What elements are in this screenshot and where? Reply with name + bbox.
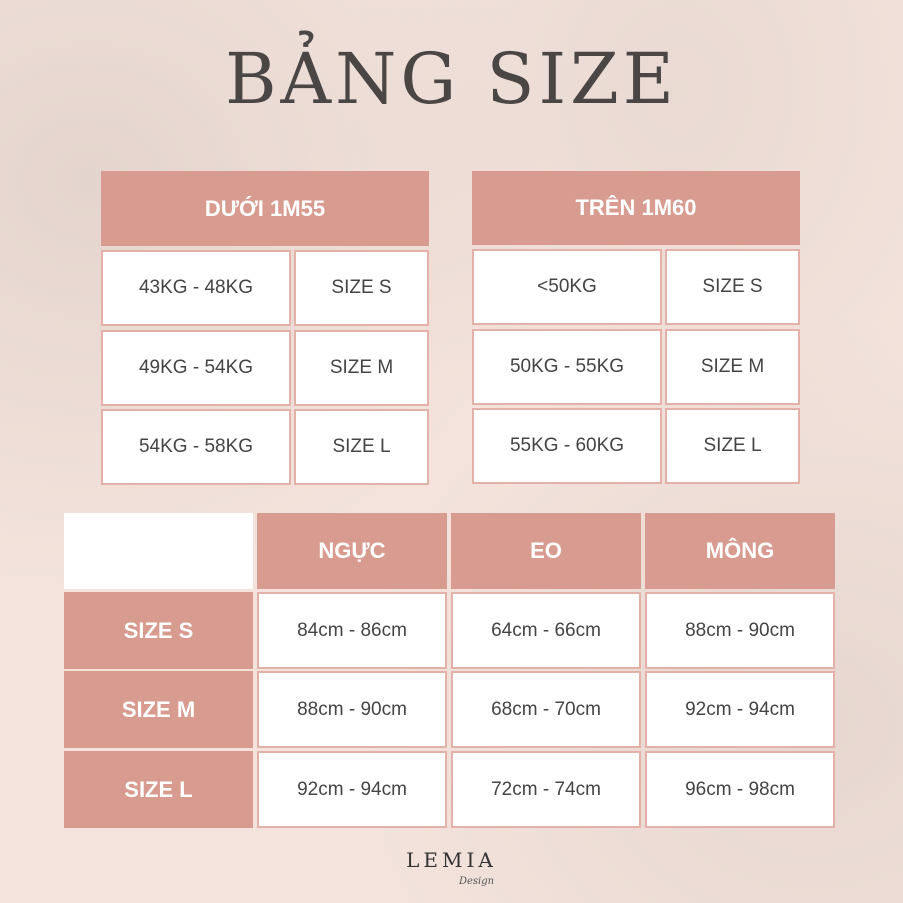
measurement-cell: 84cm - 86cm (257, 592, 447, 669)
weight-cell: 49KG - 54KG (101, 330, 291, 406)
table-header: TRÊN 1M60 (472, 171, 800, 245)
measurement-cell: 92cm - 94cm (645, 671, 835, 748)
column-header: MÔNG (645, 513, 835, 589)
size-cell: SIZE S (294, 250, 429, 326)
logo: LEMIA Design (0, 848, 903, 898)
size-cell: SIZE L (665, 408, 800, 484)
row-header-size: SIZE L (64, 751, 253, 828)
column-header: EO (451, 513, 641, 589)
measurement-cell: 88cm - 90cm (645, 592, 835, 669)
page-title: BẢNG SIZE (225, 38, 678, 120)
weight-cell: 55KG - 60KG (472, 408, 662, 484)
table-header: DƯỚI 1M55 (101, 171, 429, 246)
measurement-cell: 64cm - 66cm (451, 592, 641, 669)
measurement-cell: 72cm - 74cm (451, 751, 641, 828)
size-cell: SIZE S (665, 249, 800, 325)
weight-cell: 50KG - 55KG (472, 329, 662, 405)
size-cell: SIZE L (294, 409, 429, 485)
size-cell: SIZE M (294, 330, 429, 406)
column-header: NGỰC (257, 513, 447, 589)
row-header-size: SIZE M (64, 671, 253, 748)
weight-cell: <50KG (472, 249, 662, 325)
weight-cell: 54KG - 58KG (101, 409, 291, 485)
row-header-size: SIZE S (64, 592, 253, 669)
size-cell: SIZE M (665, 329, 800, 405)
weight-cell: 43KG - 48KG (101, 250, 291, 326)
measurement-cell: 96cm - 98cm (645, 751, 835, 828)
measurement-cell: 88cm - 90cm (257, 671, 447, 748)
measurement-cell: 92cm - 94cm (257, 751, 447, 828)
logo-subtext: Design (458, 876, 495, 887)
logo-text: LEMIA (406, 848, 497, 872)
blank-corner-cell (64, 513, 253, 589)
measurement-cell: 68cm - 70cm (451, 671, 641, 748)
